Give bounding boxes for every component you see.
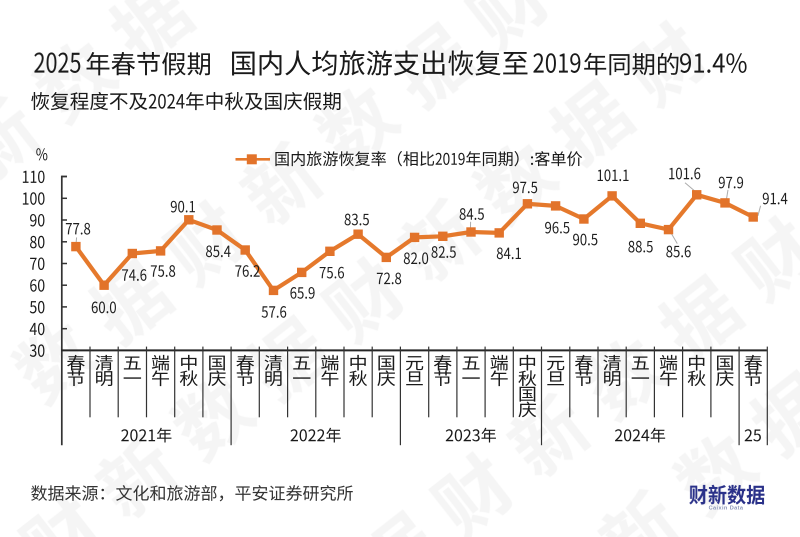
svg-text:Caixin Data: Caixin Data xyxy=(709,505,744,511)
